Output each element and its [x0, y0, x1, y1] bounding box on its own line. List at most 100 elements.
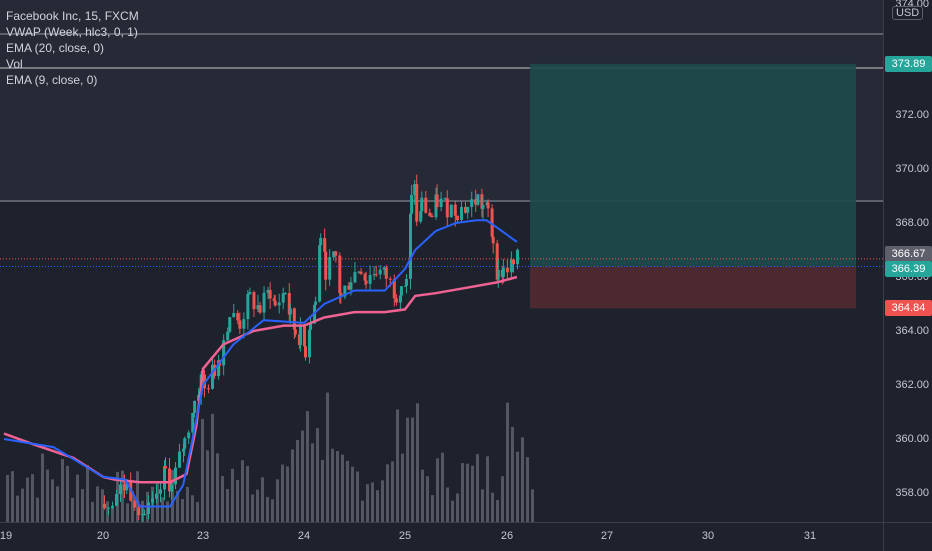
volume-bar	[521, 437, 524, 522]
candle-body	[384, 267, 388, 279]
candle-body	[302, 326, 306, 347]
volume-bar	[376, 490, 379, 522]
candle-body	[445, 198, 449, 218]
stop-price-tag: 364.84	[885, 300, 932, 317]
volume-bar	[271, 499, 274, 522]
volume-bar	[51, 479, 54, 522]
entry-price-tag: 366.39	[885, 261, 932, 278]
candle-body	[435, 194, 439, 208]
candle-body	[232, 313, 236, 318]
time-tick: 25	[398, 530, 412, 542]
candle-body	[147, 502, 150, 514]
volume-bar	[461, 463, 464, 522]
candle-body	[398, 295, 402, 303]
candle-body	[309, 323, 313, 330]
candle-body	[403, 285, 407, 287]
volume-bar	[226, 489, 229, 522]
candle-body	[168, 468, 171, 492]
volume-bar	[336, 451, 339, 522]
price-tick: 372.00	[895, 109, 929, 121]
volume-bar	[276, 479, 279, 522]
volume-bar	[221, 476, 224, 522]
candle-body	[334, 251, 338, 256]
candle-body	[368, 275, 372, 284]
volume-bar	[76, 474, 79, 522]
volume-bar	[481, 489, 484, 522]
volume-bar	[316, 428, 319, 522]
volume-bar	[436, 458, 439, 522]
candle-body	[496, 269, 500, 280]
candle-body	[266, 289, 270, 293]
volume-bar	[506, 402, 509, 522]
candle-body	[470, 199, 474, 207]
candle-body	[277, 302, 281, 306]
candle-body	[324, 251, 328, 280]
volume-bar	[26, 477, 29, 522]
price-tick: 364.00	[895, 325, 929, 337]
volume-bar	[16, 495, 19, 522]
candle-body	[191, 412, 195, 433]
price-tick: 360.00	[895, 433, 929, 445]
target-price-tag: 373.89	[885, 55, 932, 72]
legend-ema20[interactable]: EMA (20, close, 0)	[6, 41, 105, 55]
candle-body	[486, 202, 490, 209]
candle-body	[143, 513, 146, 515]
volume-bar	[176, 490, 179, 522]
time-tick: 31	[803, 530, 817, 542]
candle-body	[236, 313, 240, 321]
candle-body	[228, 317, 232, 332]
legend-ema9[interactable]: EMA (9, close, 0)	[6, 73, 98, 87]
chart-canvas[interactable]	[0, 0, 883, 522]
volume-bar	[186, 486, 189, 522]
legend-symbol[interactable]: Facebook Inc, 15, FXCM	[6, 9, 139, 23]
candle-body	[349, 282, 353, 290]
volume-bar	[241, 460, 244, 522]
volume-bar	[301, 430, 304, 522]
volume-bar	[11, 471, 14, 522]
candle-body	[449, 204, 453, 218]
candle-body	[182, 448, 185, 452]
candle-body	[137, 507, 141, 516]
volume-bar	[111, 506, 114, 522]
volume-bar	[356, 471, 359, 522]
volume-bar	[501, 476, 504, 522]
volume-bar	[261, 477, 264, 522]
legend-vwap[interactable]: VWAP (Week, hlc3, 0, 1)	[6, 25, 138, 39]
volume-bar	[196, 502, 199, 522]
candle-body	[293, 329, 297, 335]
legend-vol[interactable]: Vol	[6, 57, 23, 71]
candle-body	[288, 308, 292, 315]
candle-body	[332, 251, 336, 258]
price-axis[interactable]: 374.00 USD 372.00370.00368.00366.00364.0…	[883, 0, 932, 522]
volume-bar	[441, 452, 444, 522]
profit-zone	[530, 63, 856, 267]
volume-bar	[81, 489, 84, 522]
price-tick: 358.00	[895, 487, 929, 499]
volume-bar	[91, 501, 94, 522]
candle-body	[378, 269, 382, 275]
candle-body	[281, 293, 285, 303]
candle-body	[272, 298, 276, 301]
volume-bar	[206, 450, 209, 522]
candle-body	[151, 498, 154, 503]
volume-bar	[391, 461, 394, 522]
candle-body	[474, 199, 478, 205]
plot-area[interactable]: Facebook Inc, 15, FXCM VWAP (Week, hlc3,…	[0, 0, 883, 522]
candle-body	[328, 257, 332, 280]
candle-body	[258, 305, 262, 313]
candle-body	[111, 505, 114, 508]
price-tick: 362.00	[895, 379, 929, 391]
candle-body	[516, 249, 519, 265]
candle-body	[304, 346, 307, 358]
candle-body	[314, 301, 318, 305]
candle-body	[464, 207, 467, 213]
time-axis[interactable]: 19 20 23 24 25 26 27 30 31	[0, 522, 883, 551]
candle-body	[476, 194, 480, 205]
currency-label[interactable]: USD	[892, 6, 924, 20]
candle-body	[491, 236, 495, 244]
candle-body	[159, 489, 162, 494]
candle-body	[394, 298, 398, 303]
candle-body	[480, 194, 484, 209]
candle-body	[141, 514, 145, 516]
volume-bar	[291, 449, 294, 522]
